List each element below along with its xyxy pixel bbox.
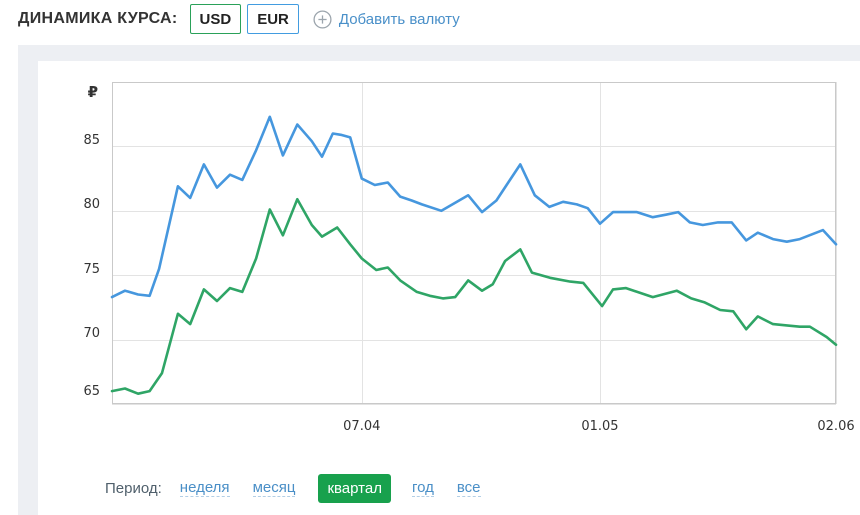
plot-area: 85 80 75 70 65 07.04 01.05 02.06 — [83, 82, 855, 434]
y-axis-label: 75 — [83, 261, 100, 277]
period-label: Период: — [105, 479, 162, 497]
period-option-year[interactable]: год — [411, 479, 434, 497]
currency-button-eur[interactable]: EUR — [247, 4, 299, 34]
period-option-all[interactable]: все — [456, 479, 481, 497]
chart-panel: ₽ 85 80 75 70 65 07.04 01.05 02.06 Период: нед… — [18, 45, 860, 515]
y-axis-label: 85 — [83, 132, 100, 148]
chart-canvas — [110, 82, 838, 405]
add-currency-link[interactable]: Добавить валюту — [313, 9, 460, 29]
add-currency-label: Добавить валюту — [338, 10, 460, 28]
y-axis-label: 80 — [83, 197, 100, 213]
x-axis-label: 02.06 — [817, 419, 855, 434]
x-axis-label: 07.04 — [343, 419, 381, 434]
series-line-eur — [110, 115, 838, 299]
period-option-week[interactable]: неделя — [179, 479, 230, 497]
x-axis-labels: 07.04 01.05 02.06 — [112, 419, 854, 437]
y-axis-labels: 85 80 75 70 65 — [38, 82, 100, 404]
page-title: ДИНАМИКА КУРСА: — [18, 10, 178, 27]
series-line-usd — [110, 197, 838, 396]
period-option-month[interactable]: месяц — [252, 479, 296, 497]
plus-circle-icon — [313, 9, 332, 29]
y-axis-label: 65 — [83, 384, 100, 399]
x-axis-label: 01.05 — [581, 419, 619, 434]
currency-axis-symbol: ₽ — [87, 83, 98, 101]
currency-button-usd[interactable]: USD — [189, 4, 242, 34]
chart-card: ₽ 85 80 75 70 65 07.04 01.05 02.06 Период: нед… — [38, 61, 860, 515]
header: ДИНАМИКА КУРСА: USD EUR Добавить валюту — [18, 4, 460, 34]
period-selector: Период: неделя месяц квартал год все — [105, 473, 504, 503]
plot-border — [112, 82, 836, 404]
y-axis-label: 70 — [83, 326, 100, 342]
period-option-quarter[interactable]: квартал — [318, 473, 391, 503]
period-options: неделя месяц квартал год все — [179, 473, 504, 503]
